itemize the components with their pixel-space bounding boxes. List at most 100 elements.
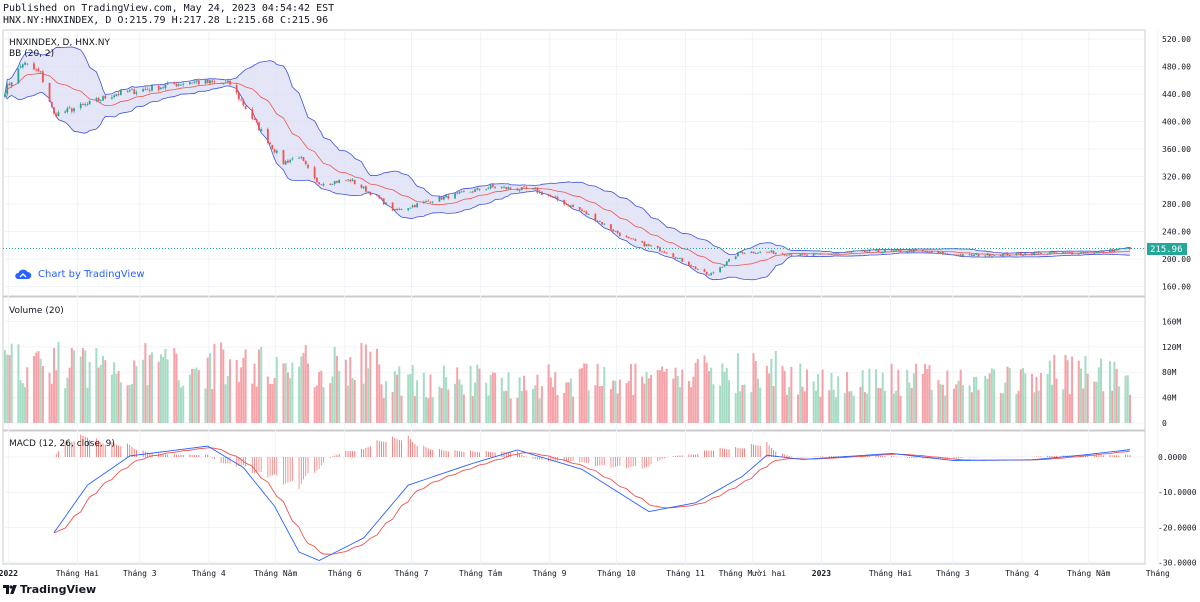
volume-bar	[616, 393, 619, 423]
candle-body	[725, 261, 728, 265]
candle-body	[843, 252, 846, 254]
candle-body	[367, 191, 370, 193]
candle-body	[1055, 252, 1058, 254]
candle-body	[128, 90, 131, 92]
candle-body	[505, 186, 508, 189]
candle-body	[1031, 253, 1033, 256]
candle-body	[540, 191, 543, 195]
candle-body	[616, 230, 619, 234]
candle-body	[694, 266, 697, 269]
candle-body	[988, 253, 991, 257]
volume-bar	[814, 390, 817, 423]
volume-bar	[362, 383, 365, 423]
volume-bar	[1115, 368, 1118, 423]
candle-body	[151, 85, 153, 91]
volume-bar	[828, 390, 831, 423]
volume-bar	[1129, 394, 1131, 423]
candle-body	[440, 197, 443, 200]
volume-bar	[868, 368, 871, 423]
volume-bar	[146, 384, 149, 423]
candle-body	[632, 238, 635, 240]
candle-body	[48, 82, 51, 102]
volume-bar	[915, 363, 918, 423]
volume-bar	[376, 348, 379, 423]
volume-bar	[603, 367, 606, 423]
tradingview-brand[interactable]: TradingView	[3, 583, 96, 596]
volume-bar	[485, 382, 488, 423]
candle-body	[427, 200, 430, 202]
candle-body	[569, 205, 572, 207]
candle-body	[554, 196, 557, 198]
volume-bar	[211, 389, 214, 423]
volume-bar	[805, 369, 808, 423]
volume-bar	[587, 390, 590, 423]
macd-legend: MACD (12, 26, close, 9)	[9, 439, 115, 449]
candle-body	[55, 114, 58, 117]
volume-bar	[819, 396, 822, 423]
volume-bar	[151, 352, 154, 423]
candle-body	[135, 92, 138, 94]
volume-bar	[95, 348, 98, 423]
volume-bar	[897, 369, 900, 423]
candle-body	[601, 221, 603, 225]
volume-bar	[516, 397, 519, 423]
volume-bar	[647, 378, 650, 423]
volume-bar	[487, 395, 490, 423]
volume-bar	[953, 388, 956, 423]
volume-bar	[1008, 367, 1011, 423]
ohlc-header: HNX.NY:HNXINDEX, D O:215.79 H:217.28 L:2…	[3, 15, 329, 26]
candle-body	[224, 82, 227, 84]
volume-bar	[1051, 384, 1054, 423]
candle-body	[676, 257, 679, 259]
volume-bar	[641, 376, 644, 423]
candle-body	[88, 100, 91, 105]
volume-bar	[703, 355, 706, 423]
candle-body	[66, 107, 69, 113]
macd-pane[interactable]	[2, 430, 1146, 565]
volume-bar	[1030, 373, 1033, 423]
candle-body	[251, 109, 254, 119]
candle-body	[131, 88, 133, 90]
volume-bar	[1111, 390, 1114, 423]
volume-bar	[910, 388, 913, 423]
candle-body	[647, 244, 650, 246]
candle-body	[696, 269, 699, 270]
candle-body	[189, 82, 191, 85]
volume-bar	[946, 370, 949, 423]
cloud-icon	[15, 269, 32, 279]
volume-bar	[866, 393, 869, 423]
candle-body	[864, 250, 866, 253]
candle-body	[1062, 251, 1065, 253]
volume-bar	[64, 388, 67, 423]
volume-bar	[351, 378, 354, 423]
volume-bar	[1077, 360, 1080, 423]
volume-bar	[924, 363, 927, 423]
candle-body	[549, 195, 552, 197]
volume-bar	[801, 386, 804, 423]
chart-by-tradingview-link[interactable]: Chart by TradingView	[14, 268, 145, 280]
volume-bar	[384, 381, 387, 423]
macd-tick-label: -30.0000	[1158, 559, 1197, 568]
volume-bar	[391, 391, 394, 423]
candle-body	[382, 198, 385, 205]
candle-body	[803, 254, 806, 256]
volume-bar	[284, 363, 287, 423]
volume-bar	[460, 384, 463, 423]
candle-body	[1100, 250, 1102, 252]
candle-body	[489, 185, 492, 189]
volume-bar	[863, 392, 866, 423]
volume-bar	[104, 360, 107, 423]
time-tick-label: 2022	[0, 569, 18, 578]
candle-body	[244, 106, 247, 109]
candle-body	[832, 253, 835, 255]
volume-bar	[462, 394, 465, 423]
volume-bar	[179, 387, 182, 423]
volume-bar	[803, 391, 806, 423]
volume-bar	[736, 353, 739, 423]
volume-bar	[364, 344, 367, 423]
volume-bar	[1039, 372, 1042, 423]
volume-bar	[84, 350, 87, 423]
candle-body	[360, 184, 363, 188]
volume-bar	[322, 387, 325, 423]
